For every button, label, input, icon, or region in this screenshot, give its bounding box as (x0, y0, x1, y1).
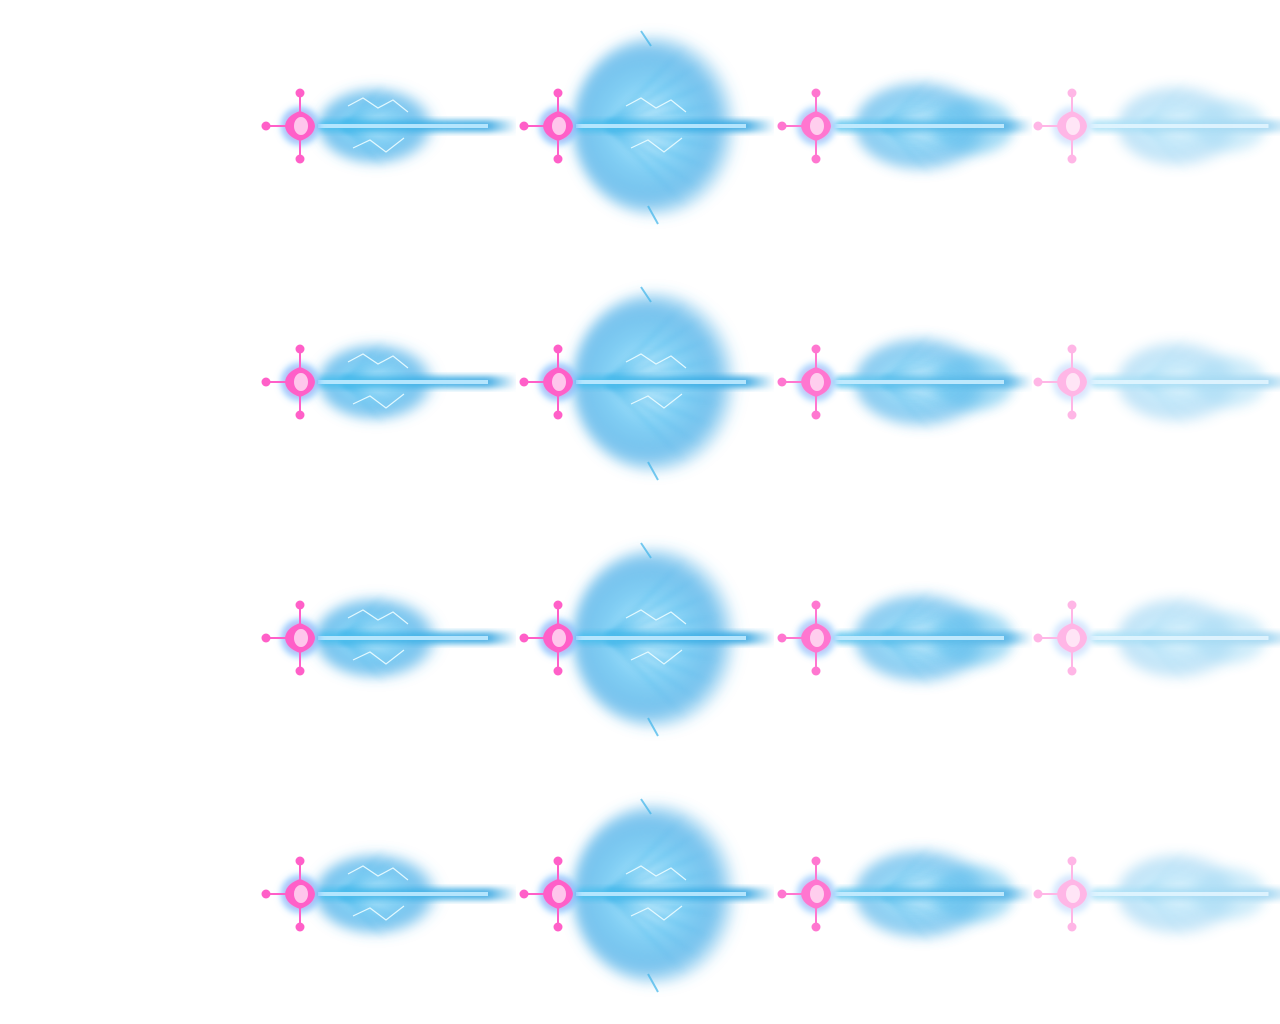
sprite-frame-r1-c2 (774, 256, 1032, 512)
sprite-frame-r2-c3 (1030, 512, 1280, 768)
sprite-frame-r1-c1 (516, 256, 774, 512)
sprite-frame-r2-c0 (258, 512, 516, 768)
pink-crystal-emitter (777, 856, 838, 932)
crystal-blast-sprite (777, 75, 1032, 177)
ice-beam (1090, 632, 1280, 644)
ice-beam (1090, 888, 1280, 900)
crystal-blast-sprite (777, 587, 1032, 689)
pink-crystal-emitter (519, 344, 580, 420)
sprite-frame-r3-c1 (516, 768, 774, 1024)
sprite-frame-r3-c3 (1030, 768, 1280, 1024)
sprite-frame-r0-c2 (774, 0, 1032, 256)
crystal-blast-sprite (261, 339, 516, 425)
sprite-frame-r0-c0 (258, 0, 516, 256)
crystal-blast-sprite (777, 843, 1032, 945)
pink-crystal-emitter (519, 600, 580, 676)
sprite-frame-r0-c3 (1030, 0, 1280, 256)
spark-lines (347, 609, 409, 665)
pink-crystal-emitter (777, 600, 838, 676)
ice-beam (1090, 120, 1280, 132)
pink-crystal-emitter (519, 856, 580, 932)
crystal-blast-sprite (261, 592, 516, 684)
crystal-blast-sprite (1033, 336, 1280, 428)
spark-lines (625, 865, 687, 921)
spark-lines (625, 609, 687, 665)
crystal-blast-sprite (519, 542, 774, 737)
sprite-frame-r3-c0 (258, 768, 516, 1024)
crystal-blast-sprite (519, 30, 774, 225)
sprite-frame-r1-c3 (1030, 256, 1280, 512)
crystal-blast-sprite (519, 798, 774, 993)
crystal-blast-sprite (777, 331, 1032, 433)
pink-crystal-emitter (261, 344, 322, 420)
pink-crystal-emitter (1033, 88, 1094, 164)
pink-crystal-emitter (1033, 600, 1094, 676)
spark-lines (347, 97, 409, 153)
sprite-frame-r1-c0 (258, 256, 516, 512)
sprite-frame-r3-c2 (774, 768, 1032, 1024)
crystal-blast-sprite (261, 83, 516, 169)
ice-beam (1090, 376, 1280, 388)
spark-lines (625, 97, 687, 153)
spark-lines (625, 353, 687, 409)
pink-crystal-emitter (1033, 856, 1094, 932)
pink-crystal-emitter (777, 344, 838, 420)
crystal-blast-sprite (1033, 848, 1280, 940)
pink-crystal-emitter (1033, 344, 1094, 420)
spark-lines (347, 353, 409, 409)
sprite-frame-r0-c1 (516, 0, 774, 256)
crystal-blast-sprite (261, 848, 516, 940)
pink-crystal-emitter (261, 600, 322, 676)
pink-crystal-emitter (777, 88, 838, 164)
spark-lines (347, 865, 409, 921)
pink-crystal-emitter (261, 88, 322, 164)
pink-crystal-emitter (519, 88, 580, 164)
sprite-frame-r2-c1 (516, 512, 774, 768)
crystal-blast-sprite (519, 286, 774, 481)
crystal-blast-sprite (1033, 80, 1280, 172)
crystal-blast-sprite (1033, 592, 1280, 684)
pink-crystal-emitter (261, 856, 322, 932)
sprite-frame-r2-c2 (774, 512, 1032, 768)
